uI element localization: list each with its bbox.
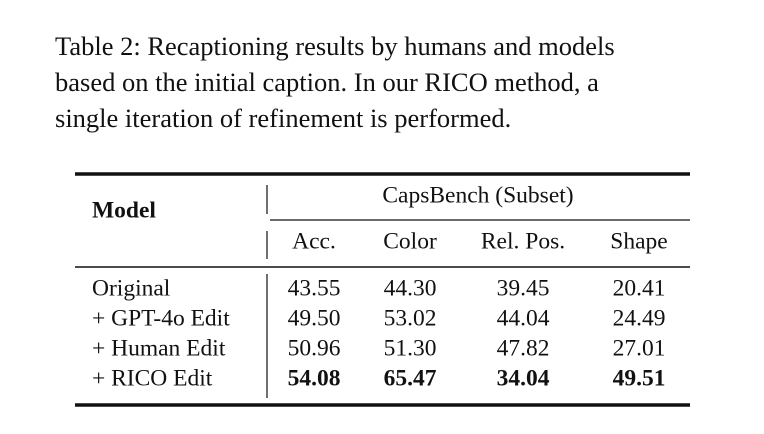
column-header: Color	[383, 228, 437, 254]
caption-line: single iteration of refinement is perfor…	[55, 103, 511, 133]
cell: 27.01	[613, 335, 666, 361]
column-header: Shape	[610, 228, 667, 254]
cell: 39.45	[497, 275, 550, 301]
group-header: CapsBench (Subset)	[382, 182, 573, 208]
cell: 53.02	[384, 305, 437, 331]
cell: 51.30	[384, 335, 437, 361]
caption-line: based on the initial caption. In our RIC…	[55, 67, 599, 97]
cell: 44.04	[497, 305, 550, 331]
row-label: + GPT-4o Edit	[92, 305, 230, 331]
row-label: + RICO Edit	[92, 365, 213, 391]
caption-line: Table 2: Recaptioning results by humans …	[55, 31, 615, 61]
row-label: + Human Edit	[92, 335, 226, 361]
cell: 34.04	[497, 365, 550, 391]
cell: 44.30	[384, 275, 437, 301]
cell: 65.47	[384, 365, 437, 391]
cell: 49.50	[288, 305, 341, 331]
cell: 24.49	[613, 305, 666, 331]
cell: 50.96	[288, 335, 341, 361]
column-header: Acc.	[292, 228, 336, 254]
column-header: Rel. Pos.	[481, 228, 565, 254]
cell: 20.41	[613, 275, 666, 301]
cell: 49.51	[613, 365, 666, 391]
cell: 43.55	[288, 275, 341, 301]
cell: 54.08	[288, 365, 341, 391]
row-header: Model	[92, 197, 156, 223]
row-label: Original	[92, 275, 171, 301]
cell: 47.82	[497, 335, 550, 361]
